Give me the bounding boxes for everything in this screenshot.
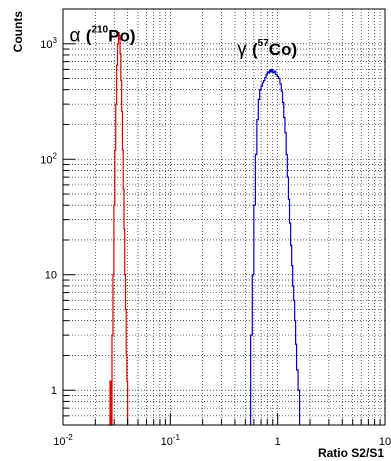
plot-frame <box>62 8 386 426</box>
y-tick-label: 1 <box>51 385 57 397</box>
x-tick-label: 10 <box>379 436 391 448</box>
annotations: α (210Po) γ (57Co) <box>70 24 298 60</box>
grid <box>63 9 385 425</box>
histogram-series-1 <box>108 31 129 426</box>
x-tick-label: 1 <box>275 436 281 448</box>
x-tick-label: 10-2 <box>53 433 73 448</box>
x-axis-title: Ratio S2/S1 <box>318 446 384 460</box>
y-axis-title: Counts <box>11 11 25 53</box>
y-tick-label: 10 <box>45 270 57 282</box>
axis-ticks <box>62 8 381 426</box>
annotation-alpha: α (210Po) <box>70 24 136 46</box>
histogram-series-2 <box>249 68 301 426</box>
annotation-gamma: γ (57Co) <box>237 38 297 60</box>
y-tick-label: 103 <box>40 36 57 51</box>
y-tick-label: 102 <box>40 151 57 166</box>
x-tick-label: 10-1 <box>161 433 181 448</box>
tick-labels: 10-2 10-1 1 10 1 10 102 103 <box>40 36 391 448</box>
series-layer <box>108 31 301 426</box>
